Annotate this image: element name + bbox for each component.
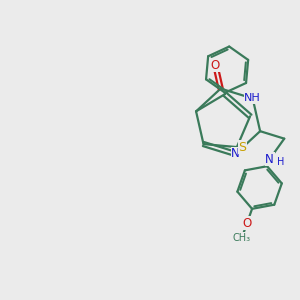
Text: O: O <box>242 217 252 230</box>
Text: NH: NH <box>244 94 261 103</box>
Text: N: N <box>265 153 274 166</box>
Text: CH₃: CH₃ <box>233 233 251 243</box>
Text: H: H <box>277 157 285 166</box>
Text: O: O <box>211 59 220 72</box>
Text: N: N <box>231 148 240 160</box>
Text: S: S <box>238 141 246 154</box>
